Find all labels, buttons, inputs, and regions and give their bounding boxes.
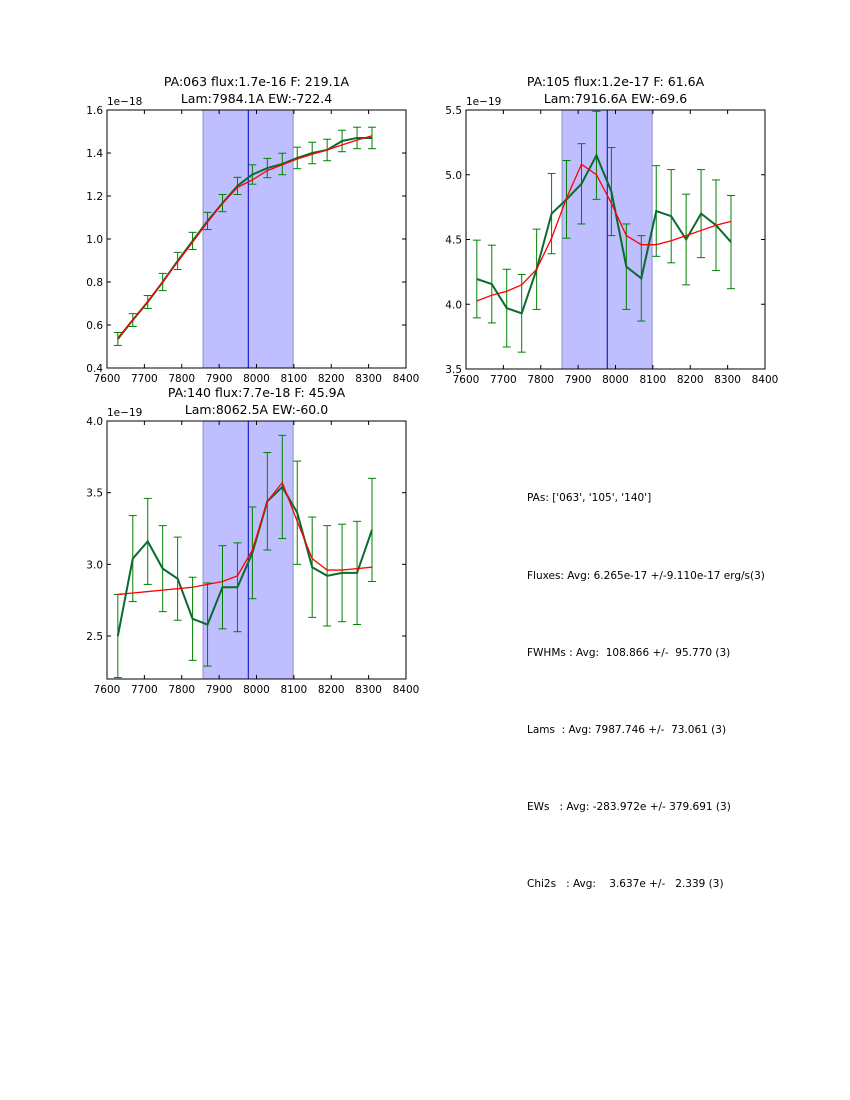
- x-tick-label: 8300: [355, 373, 382, 385]
- fit-series-line: [117, 135, 373, 339]
- chart-title-line2: Lam:7984.1A EW:-722.4: [181, 91, 332, 106]
- x-tick-label: 7900: [565, 374, 592, 386]
- x-tick-label: 8200: [318, 684, 345, 696]
- x-tick-label: 7800: [168, 373, 195, 385]
- x-tick-label: 7600: [94, 373, 121, 385]
- fit-series-line: [117, 481, 373, 596]
- x-tick-label: 8200: [677, 374, 704, 386]
- y-tick-label: 5.5: [445, 105, 462, 117]
- x-tick-label: 8400: [393, 373, 420, 385]
- chart-title-line1: PA:063 flux:1.7e-16 F: 219.1A: [164, 74, 350, 89]
- y-offset-label: 1e−18: [107, 96, 142, 108]
- chart-title-line1: PA:140 flux:7.7e-18 F: 45.9A: [168, 385, 346, 400]
- x-tick-label: 7600: [453, 374, 480, 386]
- y-tick-label: 0.4: [86, 363, 103, 375]
- chart-title-line2: Lam:8062.5A EW:-60.0: [185, 402, 328, 417]
- x-tick-label: 8200: [318, 373, 345, 385]
- x-tick-label: 7900: [206, 373, 233, 385]
- chart-panel-1: 7600 7700 7800 7900 8000 8100 8200 8300 8400 0.4 0…: [86, 74, 419, 385]
- chart-panel-3: 7600 7700 7800 7900 8000 8100 8200 8300 8400 2.5 3…: [86, 385, 419, 696]
- summary-stats: PAs: ['063', '105', '140'] Fluxes: Avg: …: [527, 435, 765, 923]
- chart-title-line2: Lam:7916.6A EW:-69.6: [544, 91, 687, 106]
- data-series-line: [116, 485, 373, 637]
- x-tick-label: 8300: [714, 374, 741, 386]
- stats-pas: PAs: ['063', '105', '140']: [527, 492, 652, 505]
- y-tick-label: 1.2: [86, 191, 103, 203]
- chart-title-line1: PA:105 flux:1.2e-17 F: 61.6A: [527, 74, 705, 89]
- x-tick-label: 7700: [131, 373, 158, 385]
- x-tick-label: 8000: [243, 684, 270, 696]
- y-tick-label: 3.5: [86, 488, 103, 500]
- fit-series-line: [476, 163, 732, 302]
- y-tick-label: 4.0: [86, 416, 103, 428]
- x-tick-label: 7800: [527, 374, 554, 386]
- plot-area: [472, 110, 735, 353]
- x-tick-label: 7600: [94, 684, 121, 696]
- x-tick-label: 8400: [393, 684, 420, 696]
- stats-ews: EWs : Avg: -283.972e +/- 379.691 (3): [527, 800, 731, 813]
- x-tick-label: 7900: [206, 684, 233, 696]
- y-tick-label: 1.6: [86, 105, 103, 117]
- y-tick-label: 4.5: [445, 235, 462, 247]
- stats-fluxes: Fluxes: Avg: 6.265e-17 +/-9.110e-17 erg/…: [527, 569, 765, 582]
- y-tick-label: 4.0: [445, 299, 462, 311]
- y-offset-label: 1e−19: [466, 96, 501, 108]
- x-tick-label: 8100: [281, 373, 308, 385]
- y-tick-label: 3.0: [86, 559, 103, 571]
- x-tick-label: 8100: [281, 684, 308, 696]
- x-tick-label: 7700: [131, 684, 158, 696]
- stats-lams: Lams : Avg: 7987.746 +/- 73.061 (3): [527, 723, 727, 736]
- stats-chi2s: Chi2s : Avg: 3.637e +/- 2.339 (3): [527, 877, 724, 890]
- chart-panel-2: 7600 7700 7800 7900 8000 8100 8200 8300 8400 3.5 4…: [445, 74, 778, 386]
- x-tick-label: 7800: [168, 684, 195, 696]
- y-offset-label: 1e−19: [107, 407, 142, 419]
- stats-fwhms: FWHMs : Avg: 108.866 +/- 95.770 (3): [527, 646, 731, 659]
- y-tick-label: 1.0: [86, 234, 103, 246]
- x-tick-label: 8000: [602, 374, 629, 386]
- y-tick-label: 1.4: [86, 148, 103, 160]
- y-tick-label: 0.6: [86, 320, 103, 332]
- x-tick-label: 8000: [243, 373, 270, 385]
- y-tick-label: 0.8: [86, 277, 103, 289]
- x-tick-label: 8400: [752, 374, 779, 386]
- x-tick-label: 8300: [355, 684, 382, 696]
- plot-area: [113, 126, 376, 346]
- y-tick-label: 2.5: [86, 631, 103, 643]
- y-tick-label: 5.0: [445, 170, 462, 182]
- y-tick-label: 3.5: [445, 364, 462, 376]
- x-tick-label: 8100: [640, 374, 667, 386]
- plot-area: [113, 434, 376, 679]
- x-tick-label: 7700: [490, 374, 517, 386]
